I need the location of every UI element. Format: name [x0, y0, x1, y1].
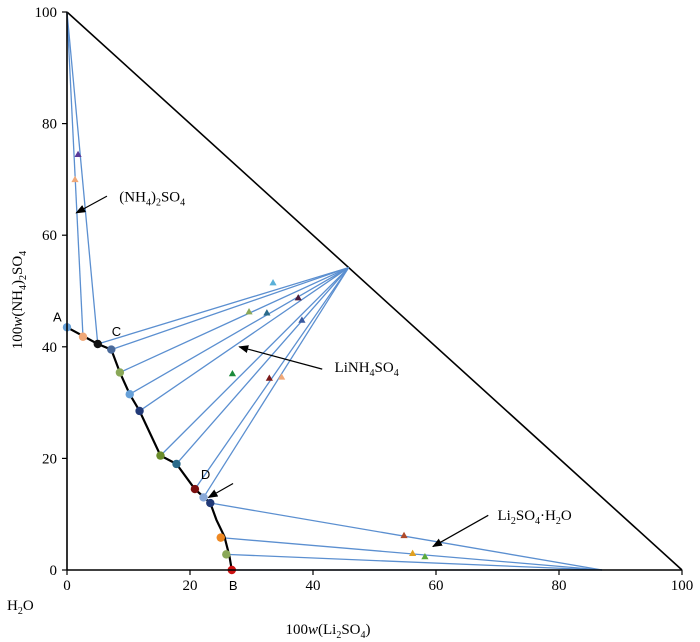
liquid-point-5 — [125, 390, 134, 399]
solid-point-7 — [228, 369, 237, 377]
solid-point-2 — [269, 279, 277, 286]
text-labels: A B C D (NH4)2SO4 LiNH4SO4 Li2SO4·H2O — [53, 190, 572, 593]
solubility-curve — [66, 326, 233, 571]
phase-label-0: (NH4)2SO4 — [119, 190, 185, 209]
y-tick-label-3: 60 — [42, 228, 57, 244]
point-label-c: C — [112, 324, 121, 339]
data-points — [62, 150, 429, 575]
solid-point-4 — [245, 308, 253, 315]
triangle-frame — [66, 11, 683, 571]
liquid-point-3 — [107, 345, 116, 354]
x-tick-label-0: 0 — [63, 578, 71, 594]
point-label-a: A — [53, 309, 62, 324]
x-tick-label-1: 20 — [183, 578, 198, 594]
y-tick-label-4: 80 — [42, 117, 57, 133]
solubility-curve-line — [66, 326, 233, 571]
tie-line-9 — [194, 267, 350, 490]
tie-line-10 — [202, 267, 350, 498]
liquid-point-9 — [190, 484, 200, 494]
solid-point-6 — [298, 316, 306, 323]
solid-point-5 — [263, 309, 271, 316]
arrow-1 — [238, 345, 323, 370]
tie-line-1 — [66, 11, 99, 345]
y-tick-label-2: 40 — [42, 340, 57, 356]
liquid-point-8 — [172, 459, 181, 469]
y-tick-label-5: 100 — [35, 5, 58, 21]
arrow-2 — [432, 514, 489, 548]
solid-point-11 — [409, 549, 417, 556]
liquid-point-2 — [93, 339, 102, 349]
tie-line-4 — [119, 266, 349, 374]
tie-line-0 — [66, 11, 84, 337]
tie-line-7 — [160, 267, 350, 457]
point-label-d: D — [201, 467, 210, 482]
y-tick-label-1: 20 — [42, 451, 57, 467]
liquid-point-11 — [206, 498, 215, 508]
tie-line-5 — [129, 267, 349, 395]
hypotenuse-line — [66, 11, 683, 571]
solid-point-12 — [421, 553, 429, 560]
solid-point-9 — [278, 373, 286, 380]
solid-point-0 — [74, 150, 82, 157]
axes: 0 20 40 60 80 100 0 20 40 60 80 100 — [35, 5, 694, 594]
solid-point-10 — [400, 531, 408, 539]
arrow-3 — [207, 482, 234, 498]
x-axis-label: 100w(Li2SO4) — [285, 622, 370, 641]
y-axis-label: 100w(NH4)2SO4 — [10, 251, 29, 349]
liquid-point-1 — [78, 332, 88, 341]
liquid-point-13 — [222, 550, 231, 559]
tie-line-3 — [111, 266, 349, 351]
solid-point-8 — [265, 374, 273, 381]
phase-label-1: LiNH4SO4 — [335, 360, 399, 379]
liquid-point-6 — [135, 406, 144, 416]
tie-lines — [66, 11, 603, 571]
arrow-0 — [75, 195, 108, 214]
liquid-point-10 — [199, 493, 208, 502]
x-tick-label-3: 60 — [429, 578, 444, 594]
liquid-point-4 — [115, 368, 125, 377]
x-tick-label-5: 100 — [671, 578, 694, 594]
liquid-point-7 — [156, 451, 165, 460]
phase-label-2: Li2SO4·H2O — [498, 508, 572, 527]
tie-line-13 — [226, 553, 603, 571]
tie-line-2 — [97, 266, 349, 345]
y-tick-label-0: 0 — [50, 563, 58, 579]
tie-line-6 — [139, 267, 350, 412]
solid-point-3 — [294, 294, 302, 301]
tie-line-8 — [175, 267, 350, 465]
origin-label: H2O — [7, 598, 34, 617]
liquid-point-12 — [216, 533, 225, 542]
x-tick-label-4: 80 — [552, 578, 567, 594]
solid-point-1 — [71, 175, 79, 183]
x-tick-label-2: 40 — [306, 578, 321, 594]
point-label-b: B — [229, 578, 238, 593]
